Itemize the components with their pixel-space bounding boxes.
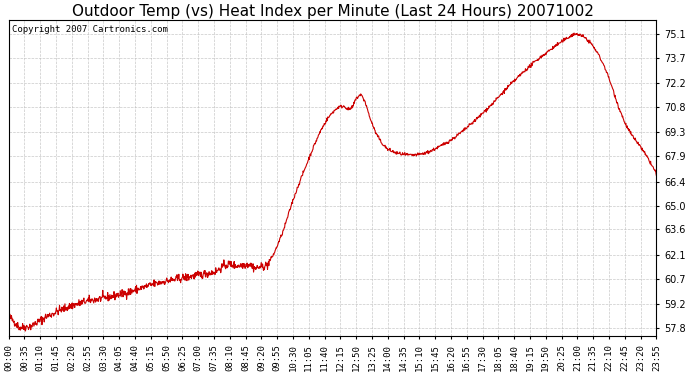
Text: Copyright 2007 Cartronics.com: Copyright 2007 Cartronics.com — [12, 25, 168, 34]
Title: Outdoor Temp (vs) Heat Index per Minute (Last 24 Hours) 20071002: Outdoor Temp (vs) Heat Index per Minute … — [72, 4, 593, 19]
